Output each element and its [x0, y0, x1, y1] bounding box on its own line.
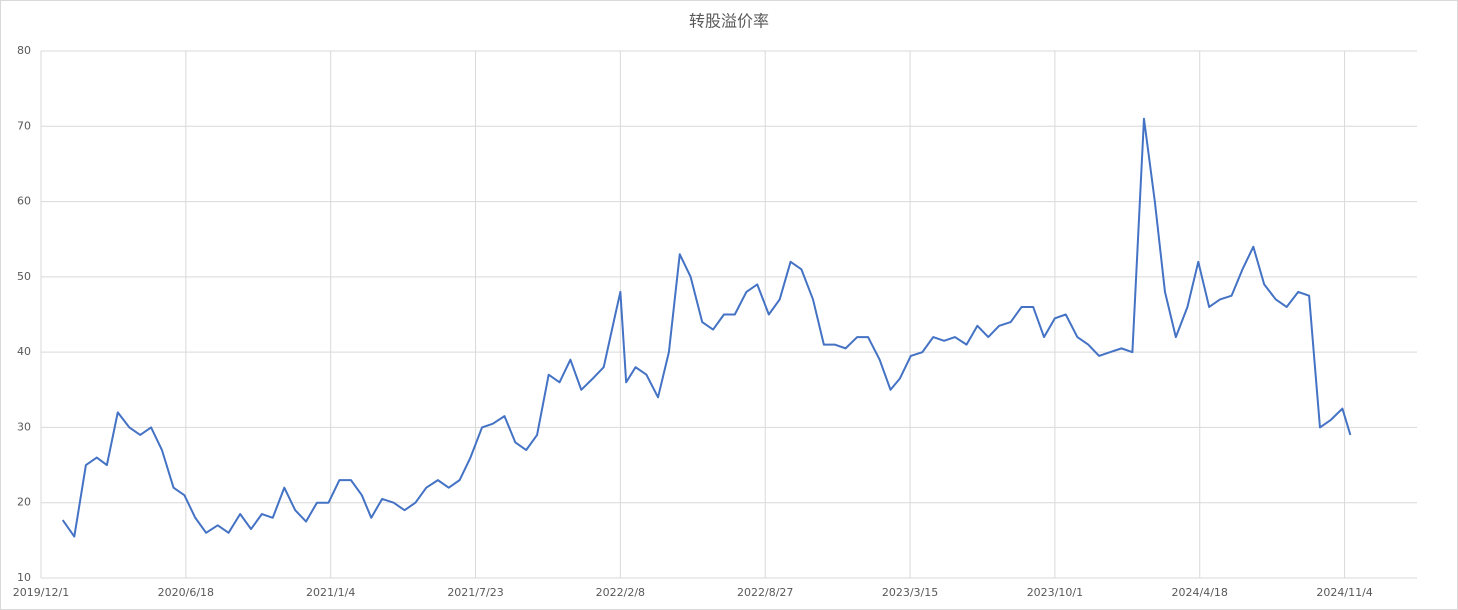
x-tick-label: 2023/10/1: [1027, 586, 1083, 599]
x-tick-label: 2024/11/4: [1316, 586, 1372, 599]
x-tick-label: 2021/1/4: [306, 586, 355, 599]
y-tick-label: 20: [17, 496, 31, 509]
data-line: [61, 117, 1352, 538]
y-tick-label: 80: [17, 44, 31, 57]
x-tick-label: 2022/8/27: [737, 586, 793, 599]
y-tick-label: 10: [17, 571, 31, 584]
y-tick-label: 30: [17, 420, 31, 433]
y-tick-label: 50: [17, 270, 31, 283]
x-tick-label: 2022/2/8: [596, 586, 645, 599]
x-tick-label: 2023/3/15: [882, 586, 938, 599]
y-tick-label: 40: [17, 345, 31, 358]
x-tick-label: 2024/4/18: [1172, 586, 1228, 599]
y-tick-label: 60: [17, 195, 31, 208]
y-tick-label: 70: [17, 119, 31, 132]
chart-title: 转股溢价率: [689, 12, 769, 31]
x-tick-label: 2019/12/1: [13, 586, 69, 599]
x-tick-label: 2021/7/23: [447, 586, 503, 599]
x-tick-label: 2020/6/18: [158, 586, 214, 599]
